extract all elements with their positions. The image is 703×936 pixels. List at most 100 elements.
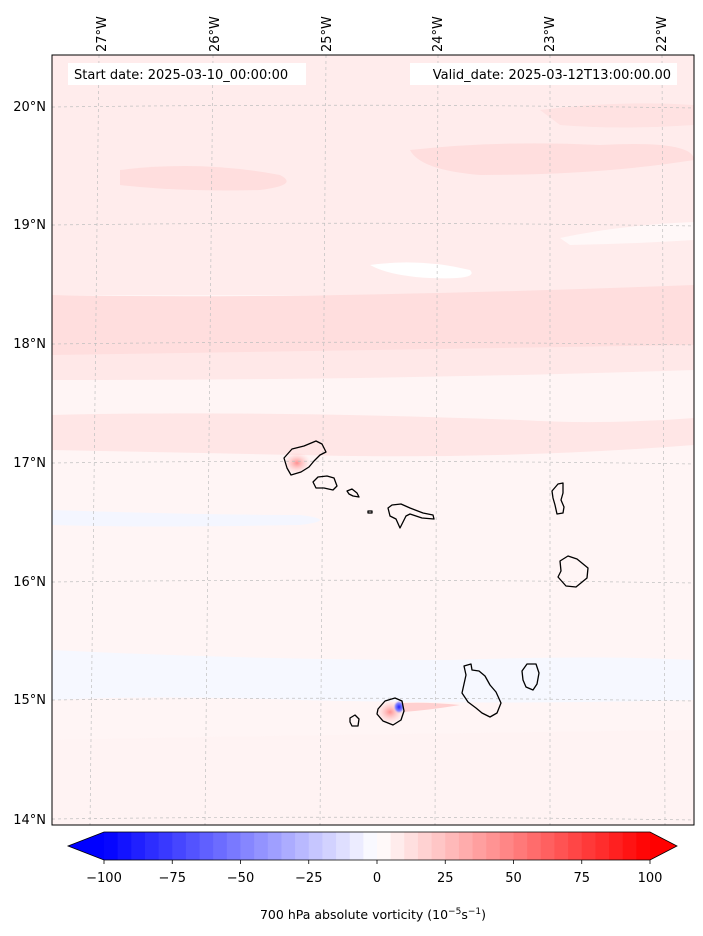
colorbar-tick-label: −100 [86,871,122,886]
longitude-labels: 27°W 26°W 25°W 24°W 23°W 22°W [95,16,670,52]
colorbar-segment [185,832,201,860]
colorbar-segment [568,832,583,860]
colorbar-segment [226,832,241,860]
start-date-label: Start date: 2025-03-10_00:00:00 [74,68,288,83]
colorbar-tick-label: 75 [573,871,590,886]
island-sao-nicolau [387,503,435,529]
colorbar-segment [322,832,337,860]
blue-tint-region [52,510,320,527]
colorbar-segment [609,832,624,860]
lon-label: 27°W [95,16,110,52]
colorbar-tick-label: 25 [437,871,454,886]
colorbar-tick-label: 100 [638,871,663,886]
colorbar-segment [254,832,269,860]
colorbar-tick-label: −75 [159,871,186,886]
colorbar-tick-label: −50 [227,871,254,886]
colorbar-tick-label: −25 [295,871,322,886]
colorbar-segment [445,832,460,860]
island-sal [551,482,565,515]
island-santo-antao [283,440,327,476]
colorbar-segment [390,832,405,860]
pink-region-south [52,730,694,825]
colorbar-max-extend [650,832,677,860]
colorbar-segment [295,832,310,860]
latitude-labels: 20°N 19°N 18°N 17°N 16°N 15°N 14°N [13,100,46,828]
map-frame [51,54,695,826]
colorbar-segment [417,832,433,860]
island-santa-luzia [346,488,360,498]
colorbar-segment [486,832,501,860]
colorbar-segment [213,832,228,860]
lon-label: 26°W [208,16,223,52]
colorbar-segment [117,832,132,860]
colorbar-segment [267,832,282,860]
colorbar-ticks: −100 −75 −50 −25 0 25 50 75 100 [86,860,662,886]
colorbar-segment [636,832,651,860]
gridlines [52,55,694,825]
pink-streak [120,166,287,191]
colorbar-segment [199,832,214,860]
colorbar-segment [308,832,323,860]
fogo-wake-streak [403,702,460,712]
colorbar-segment [281,832,296,860]
colorbar-segment [104,832,119,860]
colorbar-segment [472,832,487,860]
colorbar-label: 700 hPa absolute vorticity (10−5s−1) [260,907,486,922]
colorbar-min-extend [68,832,104,860]
pink-streak [540,103,694,128]
colorbar-segment [540,832,555,860]
pink-band-17n [52,413,694,457]
valid-date-box: Valid_date: 2025-03-12T13:00:00.00 [410,63,677,85]
island-maio [521,663,540,691]
colorbar: −100 −75 −50 −25 0 25 50 75 100 700 hPa absolute… [66,831,678,922]
colorbar-segment [377,832,392,860]
lat-label: 17°N [13,456,46,471]
lat-label: 20°N [13,100,46,115]
colorbar-segment [622,832,637,860]
lon-label: 22°W [655,16,670,52]
island-santiago [461,663,502,718]
colorbar-segments [104,832,651,860]
pink-region-mid [52,345,694,380]
lat-label: 18°N [13,337,46,352]
island-fogo [376,697,405,726]
lat-label: 15°N [13,693,46,708]
colorbar-segment [336,832,351,860]
colorbar-segment [144,832,160,860]
coastlines [283,440,589,727]
colorbar-segment [513,832,528,860]
pink-band-18n [52,285,694,355]
pink-streak [410,143,694,175]
lon-label: 23°W [543,16,558,52]
island-brava [349,714,360,727]
colorbar-tick-label: 0 [373,871,381,886]
lat-label: 19°N [13,218,46,233]
lon-label: 24°W [431,16,446,52]
colorbar-segment [363,832,378,860]
colorbar-segment [172,832,187,860]
island-branco [367,510,373,514]
santo-antao-vorticity [283,452,311,474]
colorbar-segment [431,832,446,860]
white-gap [560,222,694,245]
colorbar-segment [404,832,419,860]
colorbar-segment [499,832,514,860]
lat-label: 16°N [13,575,46,590]
colorbar-segment [240,832,255,860]
colorbar-segment [158,832,173,860]
start-date-box: Start date: 2025-03-10_00:00:00 [68,63,306,85]
colorbar-tick-label: 50 [505,871,522,886]
colorbar-segment [349,832,364,860]
valid-date-label: Valid_date: 2025-03-12T13:00:00.00 [433,68,671,83]
island-boa-vista [557,555,589,588]
colorbar-segment [131,832,146,860]
colorbar-segment [458,832,474,860]
colorbar-segment [527,832,542,860]
colorbar-segment [581,832,596,860]
colorbar-segment [595,832,610,860]
white-gap [370,262,472,279]
lat-label: 14°N [13,813,46,828]
island-sao-vicente [312,475,338,491]
colorbar-segment [554,832,569,860]
